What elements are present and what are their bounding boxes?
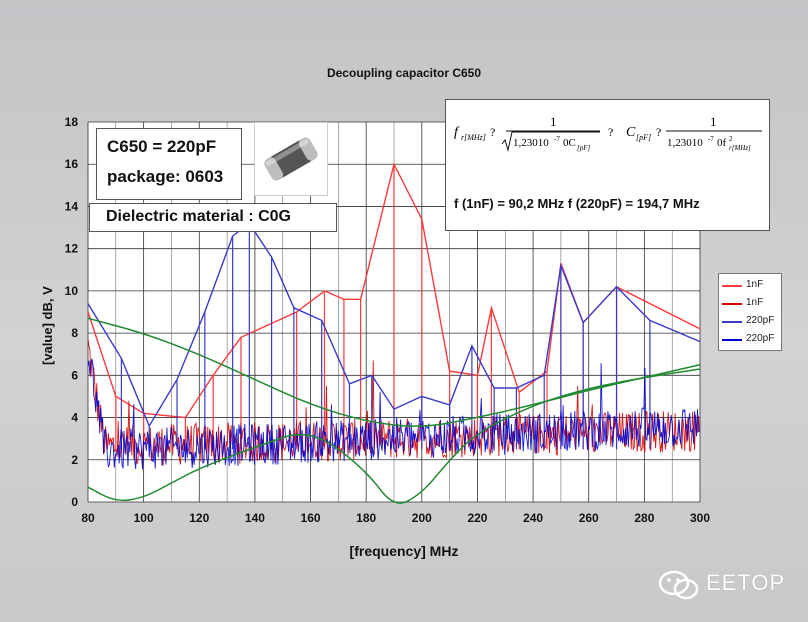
y-tick-label: 0 — [71, 495, 78, 509]
svg-text:-7: -7 — [708, 135, 714, 143]
series-noise-3 — [87, 358, 700, 470]
dielectric-box: Dielectric material : C0G — [89, 203, 337, 232]
legend-item-1nf-a: 1nF — [722, 278, 780, 292]
chart-ticks: 80 100 120 140 160 180 200 220 240 260 280 300 0 2 4 6 8… — [65, 115, 711, 525]
svg-text:?: ? — [608, 125, 613, 139]
svg-text:1,23010: 1,23010 — [667, 137, 703, 149]
capacitor-info-box: C650 = 220pF package: 0603 — [96, 128, 242, 200]
svg-text:r[MHz]: r[MHz] — [729, 144, 751, 152]
x-tick-label: 160 — [301, 511, 321, 525]
svg-text:?: ? — [490, 125, 495, 139]
series-green-4 — [87, 317, 701, 427]
svg-text:C: C — [626, 125, 636, 140]
legend-label: 220pF — [746, 333, 775, 344]
legend-swatch — [722, 303, 742, 305]
series-envelope-2 — [87, 222, 701, 428]
svg-text:[pF]: [pF] — [636, 133, 651, 142]
legend-label: 1nF — [746, 279, 764, 290]
resonance-values: f (1nF) = 90,2 MHz f (220pF) = 194,7 MHz — [454, 196, 700, 211]
svg-text:r[MHz]: r[MHz] — [461, 133, 486, 142]
x-tick-label: 300 — [690, 511, 710, 525]
svg-text:2: 2 — [729, 135, 733, 143]
x-tick-label: 260 — [579, 511, 599, 525]
capacitor-package: package: 0603 — [107, 167, 224, 186]
y-tick-label: 14 — [65, 199, 79, 213]
x-tick-label: 240 — [523, 511, 543, 525]
capacitor-value: C650 = 220pF — [107, 137, 217, 156]
watermark-logo: EETOP — [654, 566, 784, 602]
legend-item-220pf-a: 220pF — [722, 314, 780, 328]
x-tick-label: 180 — [356, 511, 376, 525]
chart-series — [87, 162, 701, 504]
x-tick-label: 140 — [245, 511, 265, 525]
legend-swatch — [722, 339, 742, 341]
wechat-icon — [658, 570, 699, 600]
chip-image — [254, 122, 328, 196]
x-tick-label: 280 — [634, 511, 654, 525]
resonance-formula: f r[MHz] ? 1 1,23010 -7 0C [pF] ? C [pF]… — [454, 114, 762, 152]
svg-text:1: 1 — [550, 114, 557, 129]
x-axis-label: [frequency] MHz — [349, 543, 459, 559]
svg-text:1,23010: 1,23010 — [513, 137, 549, 149]
legend-label: 220pF — [746, 315, 775, 326]
legend-item-220pf-b: 220pF — [722, 332, 780, 346]
y-tick-label: 12 — [65, 242, 79, 256]
y-tick-label: 16 — [65, 157, 79, 171]
legend-item-1nf-b: 1nF — [722, 296, 780, 310]
y-tick-label: 18 — [65, 115, 79, 129]
dielectric-text: Dielectric material : C0G — [106, 208, 291, 225]
y-tick-label: 10 — [65, 284, 79, 298]
x-tick-label: 120 — [189, 511, 209, 525]
svg-text:[pF]: [pF] — [577, 144, 591, 152]
svg-text:1: 1 — [710, 114, 717, 129]
watermark-text: EETOP — [706, 570, 786, 595]
series-green-5 — [87, 368, 701, 504]
y-tick-label: 2 — [71, 453, 78, 467]
chart-legend: 1nF 1nF 220pF 220pF — [718, 273, 782, 351]
legend-swatch — [722, 285, 742, 287]
legend-swatch — [722, 321, 742, 323]
chart-title: Decoupling capacitor C650 — [326, 66, 482, 80]
y-tick-label: 8 — [71, 326, 78, 340]
svg-text:0C: 0C — [563, 137, 576, 149]
x-tick-label: 100 — [134, 511, 154, 525]
smd-capacitor-icon — [264, 137, 318, 181]
y-tick-label: 6 — [71, 368, 78, 382]
svg-text:-7: -7 — [554, 135, 560, 143]
svg-text:f: f — [454, 125, 460, 140]
svg-text:0f: 0f — [717, 137, 727, 149]
legend-label: 1nF — [746, 297, 764, 308]
y-tick-label: 4 — [71, 411, 78, 425]
x-tick-label: 80 — [81, 511, 95, 525]
y-axis-label-wrap: [value] dB, V — [40, 286, 55, 375]
svg-text:?: ? — [656, 125, 661, 139]
formula-box: f r[MHz] ? 1 1,23010 -7 0C [pF] ? C [pF]… — [445, 99, 770, 231]
x-tick-label: 200 — [412, 511, 432, 525]
x-tick-label: 220 — [467, 511, 487, 525]
y-axis-label: [value] dB, V — [40, 286, 55, 365]
